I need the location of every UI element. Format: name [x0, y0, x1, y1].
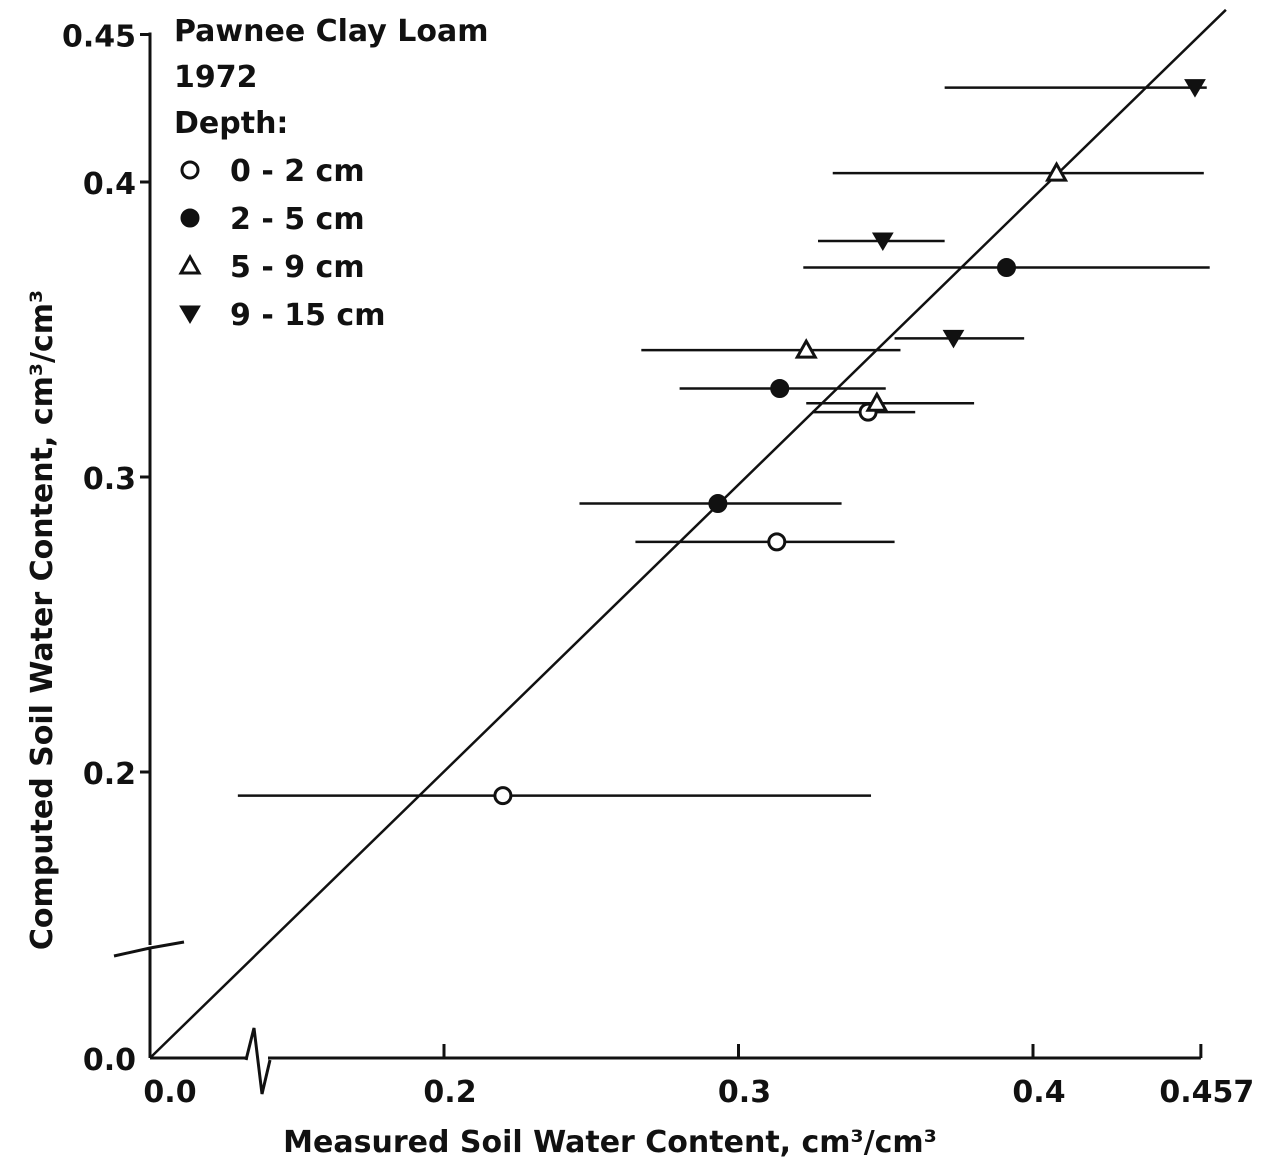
- legend-label: 5 - 9 cm: [230, 250, 365, 285]
- y-tick-label: 0.4: [83, 167, 136, 202]
- x-axis-break-mark: [244, 1027, 272, 1095]
- data-point: [767, 532, 787, 552]
- data-point: [865, 391, 889, 412]
- one-to-one-reference-line: [149, 8, 1227, 1059]
- legend-label: 2 - 5 cm: [230, 202, 365, 237]
- legend-marker: [178, 253, 202, 275]
- data-point: [770, 379, 790, 398]
- legend-marker: [180, 160, 200, 180]
- data-point: [493, 786, 513, 806]
- y-tick-label: 0.3: [83, 462, 136, 497]
- data-point: [996, 258, 1016, 278]
- error-bars: [237, 86, 1210, 797]
- x-axis-ticks: 0.0 0.2 0.3 0.4 0.457: [143, 1044, 1254, 1110]
- legend-header-year: 1972: [174, 60, 258, 95]
- data-point: [1184, 79, 1206, 98]
- x-tick-label: 0.457: [1159, 1075, 1254, 1110]
- x-tick-label: 0.2: [423, 1075, 476, 1110]
- legend-marker: [179, 305, 201, 324]
- legend: Pawnee Clay Loam 1972 Depth: 0 - 2 cm 2 -…: [174, 14, 489, 333]
- x-tick-label: 0.3: [718, 1075, 771, 1110]
- data-point: [942, 329, 965, 349]
- x-tick-label: 0.0: [143, 1075, 196, 1110]
- y-tick-label: 0.2: [83, 757, 136, 792]
- x-axis-label: Measured Soil Water Content, cm³/cm³: [283, 1125, 937, 1160]
- y-axis-break-mark: [113, 940, 185, 958]
- legend-header-soil: Pawnee Clay Loam: [174, 14, 489, 49]
- legend-items: 0 - 2 cm 2 - 5 cm 5 - 9 cm 9 - 15 cm: [178, 154, 385, 333]
- legend-marker: [180, 208, 200, 228]
- data-point: [794, 338, 818, 359]
- data-points: [493, 79, 1206, 806]
- x-tick-label: 0.4: [1012, 1075, 1065, 1110]
- y-axis-ticks: 0.0 0.2 0.3 0.4 0.45: [62, 20, 150, 1078]
- y-tick-label: 0.45: [62, 20, 136, 55]
- y-tick-label: 0.0: [83, 1043, 136, 1078]
- y-axis-label: Computed Soil Water Content, cm³/cm³: [25, 290, 60, 950]
- legend-label: 0 - 2 cm: [230, 154, 365, 189]
- plot-frame: [113, 8, 1227, 1095]
- data-point: [871, 232, 894, 251]
- legend-header-depth: Depth:: [174, 106, 288, 141]
- data-point: [708, 494, 728, 514]
- data-point: [1044, 161, 1069, 182]
- legend-label: 9 - 15 cm: [230, 298, 385, 333]
